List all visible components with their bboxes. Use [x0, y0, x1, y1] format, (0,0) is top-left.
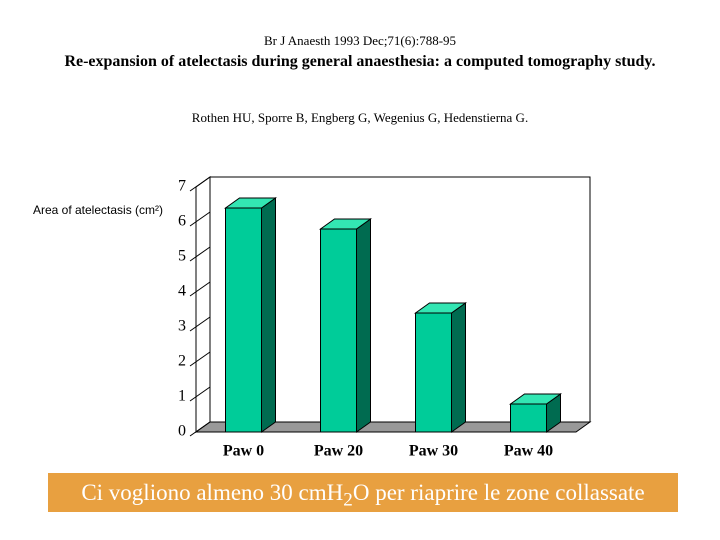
y-tick-label: 5: [178, 248, 186, 265]
tick-mark: [189, 421, 211, 437]
tick-mark: [189, 176, 211, 192]
y-tick-label: 4: [178, 283, 186, 300]
chart: 0 1 2 3 4 5 6 7 Paw 0 Paw 20 Paw 30 Paw 40: [178, 176, 592, 460]
tick-mark: [189, 281, 211, 297]
y-tick-label: 1: [178, 388, 186, 405]
authors: Rothen HU, Sporre B, Engberg G, Wegenius…: [191, 110, 529, 125]
banner-text: Ci vogliono almeno 30 cmH: [81, 480, 344, 505]
banner-text: O per riaprire le zone collassate: [352, 480, 645, 505]
y-tick-label: 6: [178, 213, 186, 230]
left-wall: [195, 176, 211, 433]
banner: Ci vogliono almeno 30 cmH2O per riaprire…: [48, 473, 678, 512]
y-tick-label: 7: [178, 178, 186, 195]
bar: [415, 312, 452, 433]
y-tick-label: 0: [178, 423, 186, 440]
tick-mark: [189, 351, 211, 367]
bar: [510, 403, 547, 433]
tick-mark: [189, 246, 211, 262]
y-tick-label: 3: [178, 318, 186, 335]
bar: [320, 228, 357, 433]
banner-sub: 2: [343, 489, 353, 511]
y-tick-label: 2: [178, 353, 186, 370]
bar-side: [451, 302, 466, 433]
tick-mark: [189, 211, 211, 227]
bar-side: [356, 218, 371, 433]
bar: [225, 207, 262, 433]
citation: Br J Anaesth 1993 Dec;71(6):788-95: [263, 33, 457, 48]
x-tick-label: Paw 0: [223, 443, 264, 460]
x-tick-label: Paw 20: [314, 443, 363, 460]
x-tick-label: Paw 40: [504, 443, 553, 460]
y-axis-label: Area of atelectasis (cm²): [32, 203, 164, 217]
tick-mark: [189, 316, 211, 332]
title: Re-expansion of atelectasis during gener…: [64, 53, 656, 70]
tick-mark: [189, 386, 211, 402]
bar-side: [261, 197, 276, 433]
x-tick-label: Paw 30: [409, 443, 458, 460]
